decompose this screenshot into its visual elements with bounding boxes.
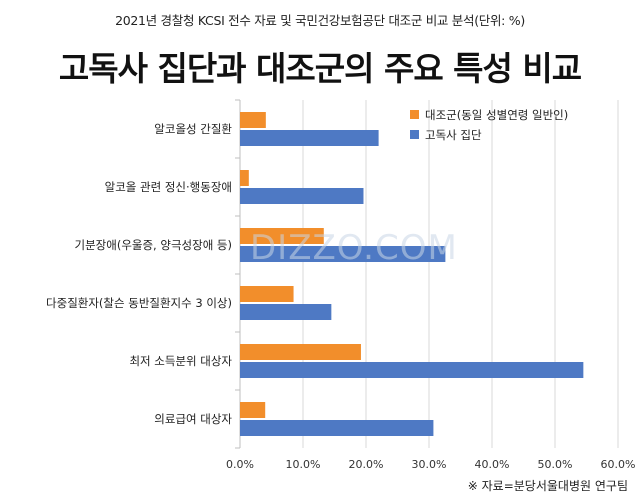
bar-control — [240, 344, 361, 360]
y-category-label: 알코올성 간질환 — [154, 122, 232, 136]
chart-subtitle: 2021년 경찰청 KCSI 전수 자료 및 국민건강보험공단 대조군 비교 분… — [115, 13, 525, 28]
x-tick-label: 40.0% — [475, 458, 510, 471]
x-tick-label: 60.0% — [601, 458, 636, 471]
chart-title: 고독사 집단과 대조군의 주요 특성 비교 — [58, 49, 582, 88]
x-tick-label: 10.0% — [286, 458, 321, 471]
bar-solitary — [240, 362, 584, 378]
y-category-label: 알코올 관련 정신·행동장애 — [105, 180, 232, 194]
x-tick-label: 0.0% — [226, 458, 254, 471]
y-category-label: 다중질환자(찰슨 동반질환지수 3 이상) — [46, 296, 232, 310]
legend-label: 대조군(동일 성별연령 일반인) — [425, 108, 568, 122]
y-category-label: 기분장애(우울증, 양극성장애 등) — [75, 238, 232, 252]
bar-control — [240, 402, 266, 418]
bar-solitary — [240, 420, 434, 436]
legend-swatch — [410, 130, 419, 139]
bar-solitary — [240, 246, 446, 262]
bar-solitary — [240, 188, 364, 204]
bar-control — [240, 228, 324, 244]
x-tick-label: 30.0% — [412, 458, 447, 471]
bar-solitary — [240, 130, 379, 146]
source-note: ※ 자료=분당서울대병원 연구팀 — [467, 479, 628, 493]
bar-solitary — [240, 304, 332, 320]
bar-control — [240, 112, 266, 128]
legend-label: 고독사 집단 — [425, 128, 482, 142]
x-tick-label: 20.0% — [349, 458, 384, 471]
watermark: DIZZO.COM — [250, 228, 458, 268]
y-category-label: 의료급여 대상자 — [154, 412, 232, 426]
legend-swatch — [410, 110, 419, 119]
bar-control — [240, 286, 294, 302]
bar-control — [240, 170, 249, 186]
y-category-label: 최저 소득분위 대상자 — [129, 354, 232, 368]
x-tick-label: 50.0% — [538, 458, 573, 471]
